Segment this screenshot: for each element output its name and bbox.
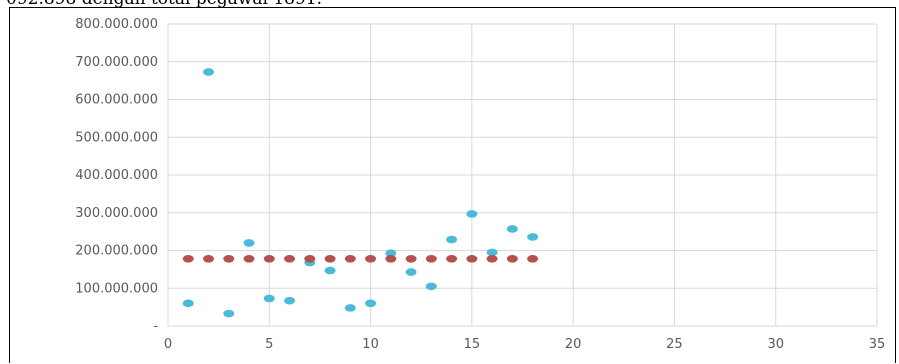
data-point — [385, 255, 397, 263]
data-point — [365, 255, 377, 263]
y-tick-label: 400.000.000 — [75, 168, 158, 183]
y-tick-label: 800.000.000 — [75, 17, 158, 32]
data-point — [304, 255, 316, 263]
x-tick-label: 10 — [362, 337, 379, 352]
data-point — [263, 294, 275, 303]
series-1 — [182, 255, 539, 263]
data-point — [344, 255, 356, 263]
data-point — [506, 255, 518, 263]
data-point — [344, 304, 356, 312]
data-point — [385, 249, 397, 257]
x-tick-label: 35 — [869, 337, 886, 352]
data-point — [324, 266, 336, 275]
data-point — [223, 309, 235, 318]
data-point — [425, 282, 437, 291]
x-axis: 0 5 10 15 20 25 30 35 — [164, 337, 885, 352]
y-tick-label: 600.000.000 — [75, 93, 158, 108]
data-point — [446, 235, 458, 244]
data-point — [284, 255, 296, 263]
series-0 — [182, 68, 539, 318]
data-point — [425, 255, 437, 263]
data-point — [263, 255, 275, 263]
data-point — [527, 255, 539, 263]
y-tick-label: 500.000.000 — [75, 130, 158, 145]
data-point — [182, 255, 194, 263]
y-tick-label: 700.000.000 — [75, 55, 158, 70]
chart-canvas: - 100.000.000 200.000.000 300.000.000 400.00… — [75, 17, 885, 352]
data-point — [405, 255, 417, 263]
data-point — [405, 268, 417, 276]
data-point — [446, 255, 458, 263]
y-axis: - 100.000.000 200.000.000 300.000.000 400.00… — [75, 17, 158, 334]
x-tick-label: 5 — [265, 337, 273, 352]
x-tick-label: 20 — [565, 337, 582, 352]
data-point — [466, 255, 478, 263]
data-point — [466, 210, 478, 218]
y-tick-label: 100.000.000 — [75, 281, 158, 296]
data-point — [506, 225, 518, 233]
data-point — [182, 299, 194, 308]
y-tick-label: 200.000.000 — [75, 244, 158, 259]
x-tick-label: 30 — [767, 337, 784, 352]
data-point — [365, 299, 377, 308]
x-tick-label: 15 — [464, 337, 481, 352]
y-tick-label: - — [153, 319, 158, 334]
data-point — [284, 296, 296, 305]
scatter-chart: - 100.000.000 200.000.000 300.000.000 400.00… — [9, 7, 896, 363]
x-tick-label: 25 — [666, 337, 683, 352]
data-point — [324, 255, 336, 263]
grid-layer — [167, 23, 878, 327]
data-points — [182, 68, 539, 318]
data-point — [203, 68, 215, 76]
document-text-fragment: 092.898 dengan total pegawai 1891. — [6, 0, 322, 9]
data-point — [223, 255, 235, 263]
data-point — [203, 255, 215, 263]
data-point — [243, 255, 255, 263]
data-point — [486, 248, 498, 257]
data-point — [486, 255, 498, 263]
data-point — [527, 233, 539, 241]
data-point — [243, 239, 255, 247]
y-tick-label: 300.000.000 — [75, 206, 158, 221]
x-tick-label: 0 — [164, 337, 172, 352]
